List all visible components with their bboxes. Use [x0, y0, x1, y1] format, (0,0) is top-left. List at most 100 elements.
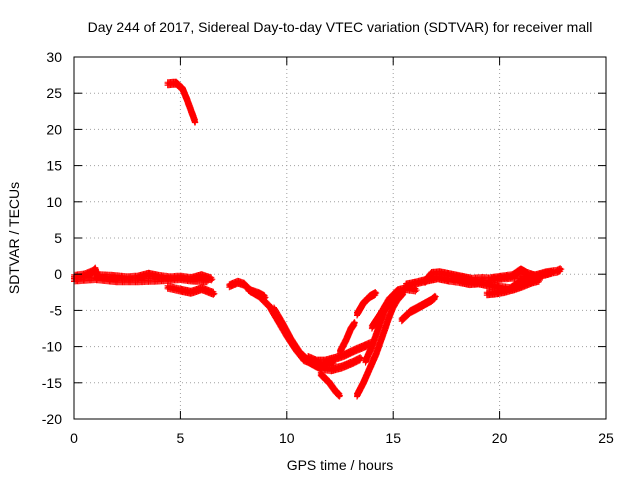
data-point	[370, 345, 374, 348]
x-tick-label: 5	[177, 430, 185, 446]
data-point	[189, 291, 193, 294]
data-point	[477, 281, 480, 285]
data-point	[387, 316, 391, 319]
data-point	[377, 327, 380, 330]
data-point	[211, 278, 214, 281]
data-point	[449, 273, 452, 277]
y-tick-label: -10	[42, 339, 62, 355]
data-point	[521, 284, 525, 287]
y-axis-label: SDTVAR / TECUs	[6, 182, 22, 294]
data-point	[502, 290, 506, 293]
x-tick-label: 15	[385, 430, 401, 446]
data-point	[189, 109, 193, 112]
data-point	[438, 271, 442, 274]
data-point	[334, 357, 337, 360]
data-series	[337, 319, 358, 357]
y-tick-label: -5	[50, 302, 63, 318]
data-point	[423, 280, 427, 283]
data-point	[400, 318, 403, 321]
data-point	[362, 381, 365, 384]
data-point	[289, 338, 293, 341]
data-point	[334, 390, 337, 393]
data-point	[555, 270, 559, 273]
data-point	[306, 356, 310, 359]
data-point	[375, 352, 378, 355]
data-point	[268, 305, 271, 308]
data-point	[355, 312, 359, 316]
data-point	[228, 284, 231, 287]
data-point	[541, 273, 544, 277]
data-point	[434, 295, 437, 298]
y-tick-label: 5	[54, 230, 62, 246]
data-point	[489, 277, 493, 280]
y-tick-label: -15	[42, 375, 62, 391]
data-point	[115, 279, 118, 282]
data-point	[381, 334, 384, 337]
x-axis-label: GPS time / hours	[287, 457, 394, 473]
data-point	[179, 288, 182, 292]
data-point	[349, 328, 352, 331]
data-point	[174, 81, 178, 85]
data-point	[353, 321, 357, 324]
data-point	[351, 361, 354, 364]
data-series	[317, 369, 343, 400]
data-point	[330, 368, 333, 371]
data-point	[247, 288, 250, 291]
data-layer	[71, 78, 565, 400]
data-series-markers	[398, 292, 439, 325]
data-point	[362, 302, 365, 305]
data-point	[368, 367, 371, 370]
data-point	[340, 365, 344, 369]
data-point	[392, 305, 395, 308]
data-point	[511, 274, 514, 277]
data-point	[181, 87, 184, 91]
data-point	[485, 292, 488, 295]
y-tick-label: 20	[46, 121, 62, 137]
data-series-markers	[164, 282, 218, 298]
data-series	[354, 289, 380, 319]
data-point	[364, 359, 367, 363]
x-tick-label: 25	[598, 430, 614, 446]
y-tick-label: 10	[46, 194, 62, 210]
data-series	[164, 282, 218, 298]
data-point	[166, 82, 169, 86]
data-point	[189, 278, 193, 282]
data-point	[494, 291, 497, 295]
data-point	[498, 286, 501, 289]
data-point	[345, 338, 348, 341]
data-point	[387, 298, 391, 301]
x-tick-label: 0	[70, 430, 78, 446]
data-point	[194, 121, 197, 124]
y-tick-label: 25	[46, 85, 62, 101]
data-point	[409, 310, 412, 313]
data-series	[164, 78, 199, 126]
data-point	[257, 294, 261, 298]
data-series	[483, 275, 543, 299]
data-series-markers	[271, 304, 365, 375]
data-point	[375, 291, 378, 295]
data-point	[530, 281, 533, 284]
data-point	[430, 272, 433, 275]
chart-title: Day 244 of 2017, Sidereal Day-to-day VTE…	[88, 19, 593, 35]
data-series	[488, 265, 539, 283]
data-point	[206, 279, 210, 282]
data-point	[419, 304, 423, 308]
data-point	[404, 283, 408, 287]
data-point	[551, 270, 554, 274]
data-point	[92, 270, 95, 273]
data-point	[328, 381, 331, 384]
data-series-markers	[354, 288, 407, 400]
data-point	[368, 295, 371, 298]
data-point	[200, 287, 203, 290]
data-point	[415, 288, 418, 292]
data-point	[360, 357, 363, 360]
data-point	[519, 268, 523, 272]
data-point	[281, 322, 284, 325]
data-point	[362, 345, 365, 348]
x-tick-label: 10	[279, 430, 295, 446]
data-series-markers	[337, 319, 358, 357]
data-point	[355, 393, 359, 397]
